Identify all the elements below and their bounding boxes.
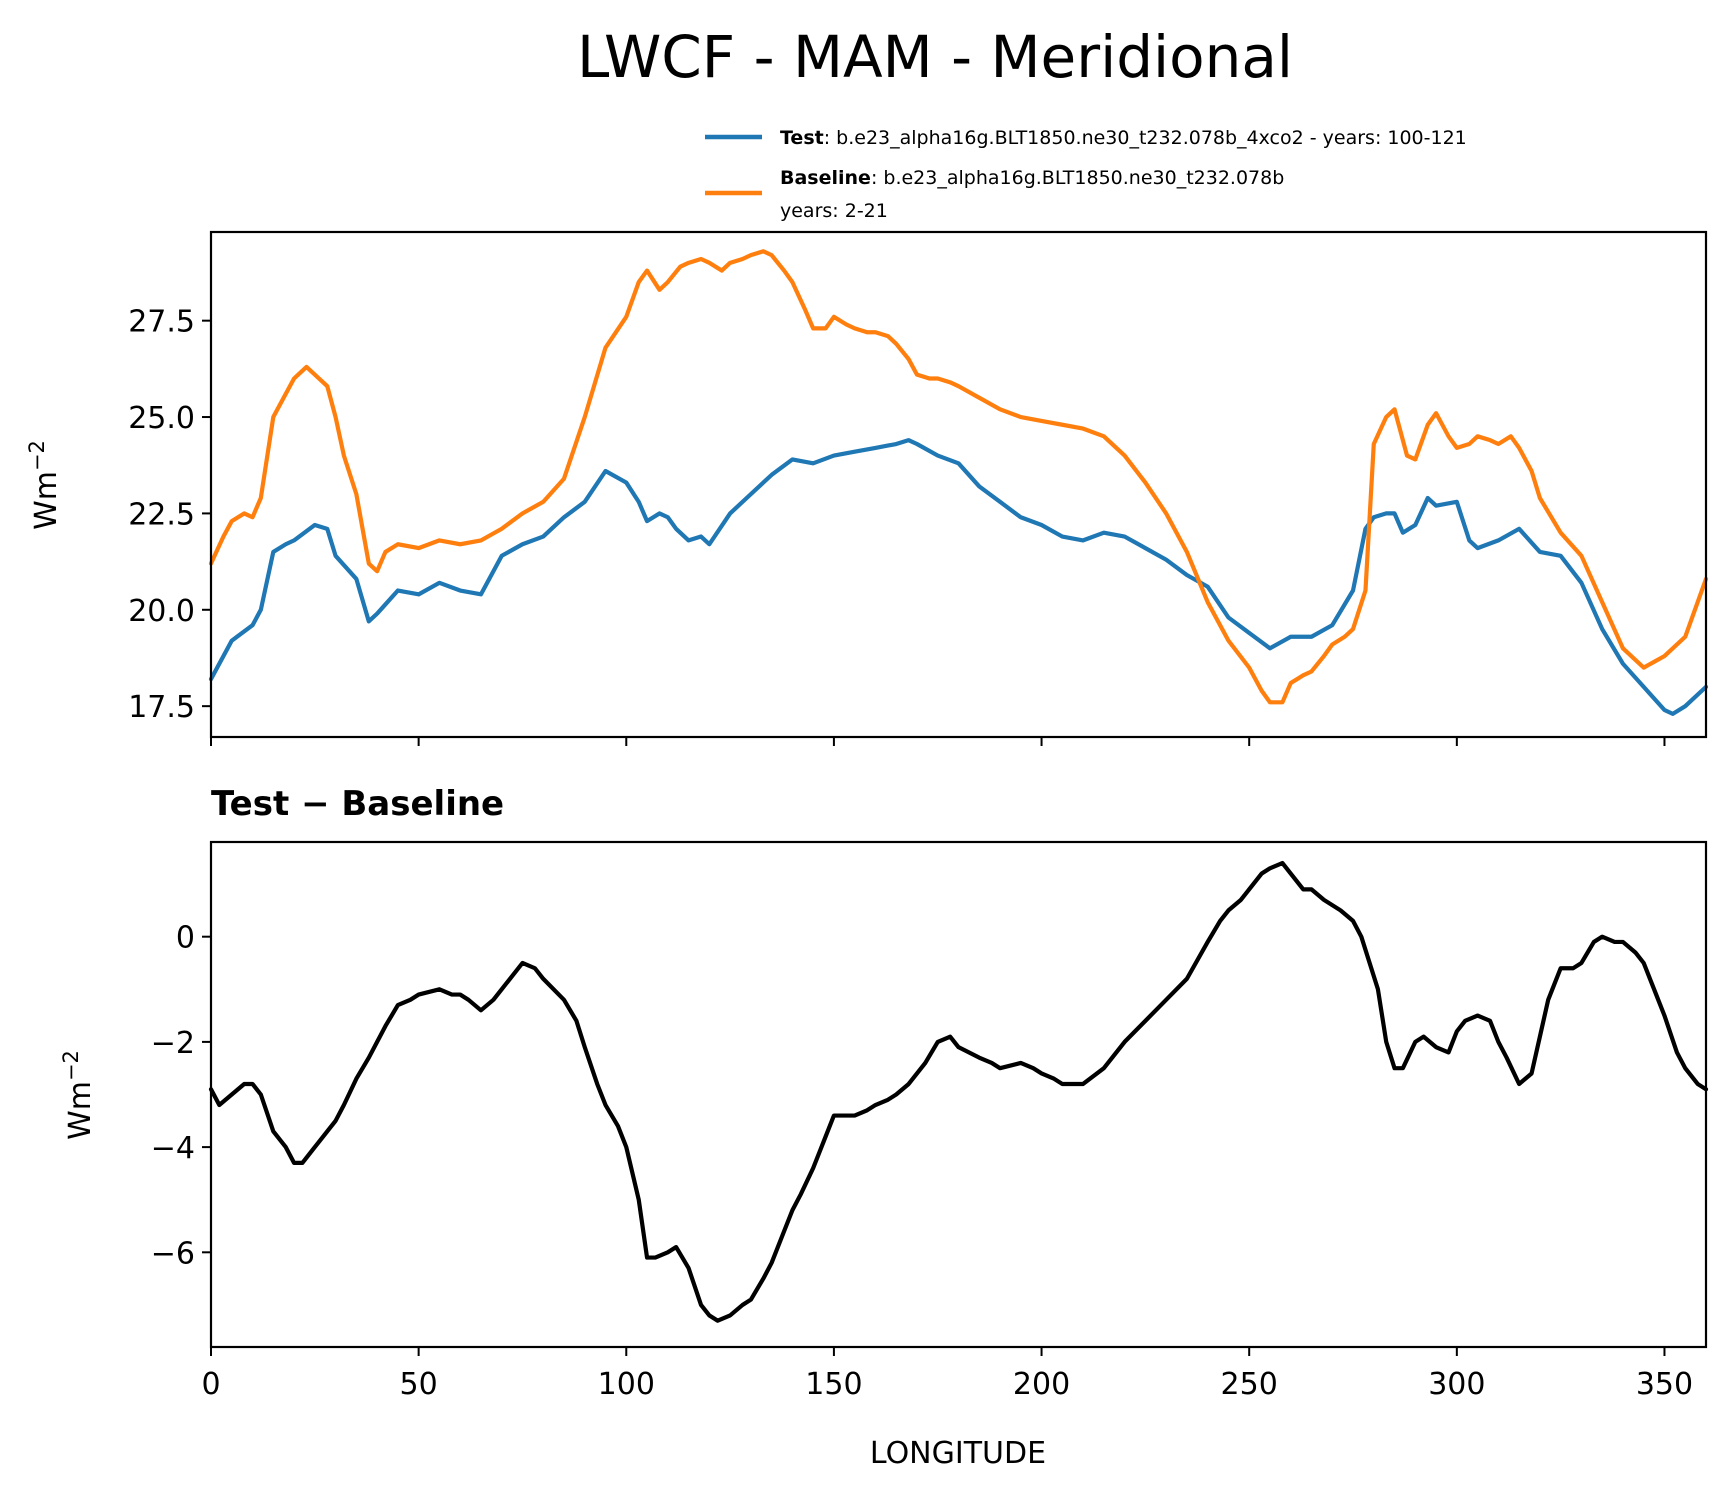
top-ylabel: Wm−2 <box>25 440 64 530</box>
bottom-xtick-label: 300 <box>1428 1367 1485 1402</box>
bottom-series-line-test-baseline <box>208 860 1709 1323</box>
top-series <box>208 249 1709 716</box>
top-panel: 17.5 20.0 22.5 25.0 27.5 Wm−2 <box>25 230 1709 746</box>
top-ytick-label: 22.5 <box>128 497 195 532</box>
figure-title: LWCF - MAM - Meridional <box>577 23 1293 91</box>
bottom-title: Test − Baseline <box>211 784 504 824</box>
bottom-xtick-label: 50 <box>400 1367 438 1402</box>
bottom-ylabel-exp: −2 <box>59 1050 83 1081</box>
top-ytick-label: 27.5 <box>128 305 195 340</box>
top-ylabel-exp: −2 <box>25 440 49 471</box>
bottom-xtick-label: 250 <box>1221 1367 1278 1402</box>
bottom-xtick-label: 200 <box>1013 1367 1070 1402</box>
legend-baseline-entry: Baseline: b.e23_alpha16g.BLT1850.ne30_t2… <box>780 167 1284 189</box>
legend-test-text: : b.e23_alpha16g.BLT1850.ne30_t232.078b_… <box>824 127 1467 149</box>
top-ytick-label: 25.0 <box>128 401 195 436</box>
legend-baseline-years: years: 2-21 <box>780 200 888 222</box>
bottom-xtick-label: 150 <box>805 1367 862 1402</box>
bottom-ytick-label: −2 <box>151 1026 195 1061</box>
bottom-ytick-label: 0 <box>176 921 195 956</box>
bottom-ticks: −6 −4 −2 0 0 50 100 150 200 250 300 350 <box>151 921 1693 1402</box>
bottom-axes-frame <box>209 840 1708 1349</box>
bottom-panel: Test − Baseline −6 −4 −2 0 0 50 100 150 200 250 30… <box>59 784 1709 1471</box>
top-ticks: 17.5 20.0 22.5 25.0 27.5 <box>128 305 1666 746</box>
legend-test-name: Test <box>780 127 824 149</box>
bottom-xtick-label: 350 <box>1636 1367 1693 1402</box>
bottom-xtick-label: 100 <box>598 1367 655 1402</box>
top-ytick-label: 17.5 <box>128 690 195 725</box>
top-axes-frame <box>209 230 1708 739</box>
bottom-ytick-label: −6 <box>151 1236 195 1271</box>
bottom-xtick-label: 0 <box>201 1367 220 1402</box>
bottom-ylabel: Wm−2 <box>59 1050 98 1140</box>
legend-baseline-name: Baseline <box>780 167 871 189</box>
bottom-ylabel-base: Wm <box>63 1081 98 1140</box>
bottom-ytick-label: −4 <box>151 1131 195 1166</box>
top-series-line-baseline <box>208 249 1709 705</box>
legend: Test: b.e23_alpha16g.BLT1850.ne30_t232.0… <box>705 127 1467 222</box>
bottom-xlabel: LONGITUDE <box>870 1436 1046 1471</box>
top-series-line-test <box>208 438 1709 716</box>
legend-baseline-text: : b.e23_alpha16g.BLT1850.ne30_t232.078b <box>871 167 1284 189</box>
legend-test-entry: Test: b.e23_alpha16g.BLT1850.ne30_t232.0… <box>780 127 1467 149</box>
top-ytick-label: 20.0 <box>128 594 195 629</box>
top-ylabel-base: Wm <box>29 471 64 530</box>
bottom-series <box>208 860 1709 1323</box>
